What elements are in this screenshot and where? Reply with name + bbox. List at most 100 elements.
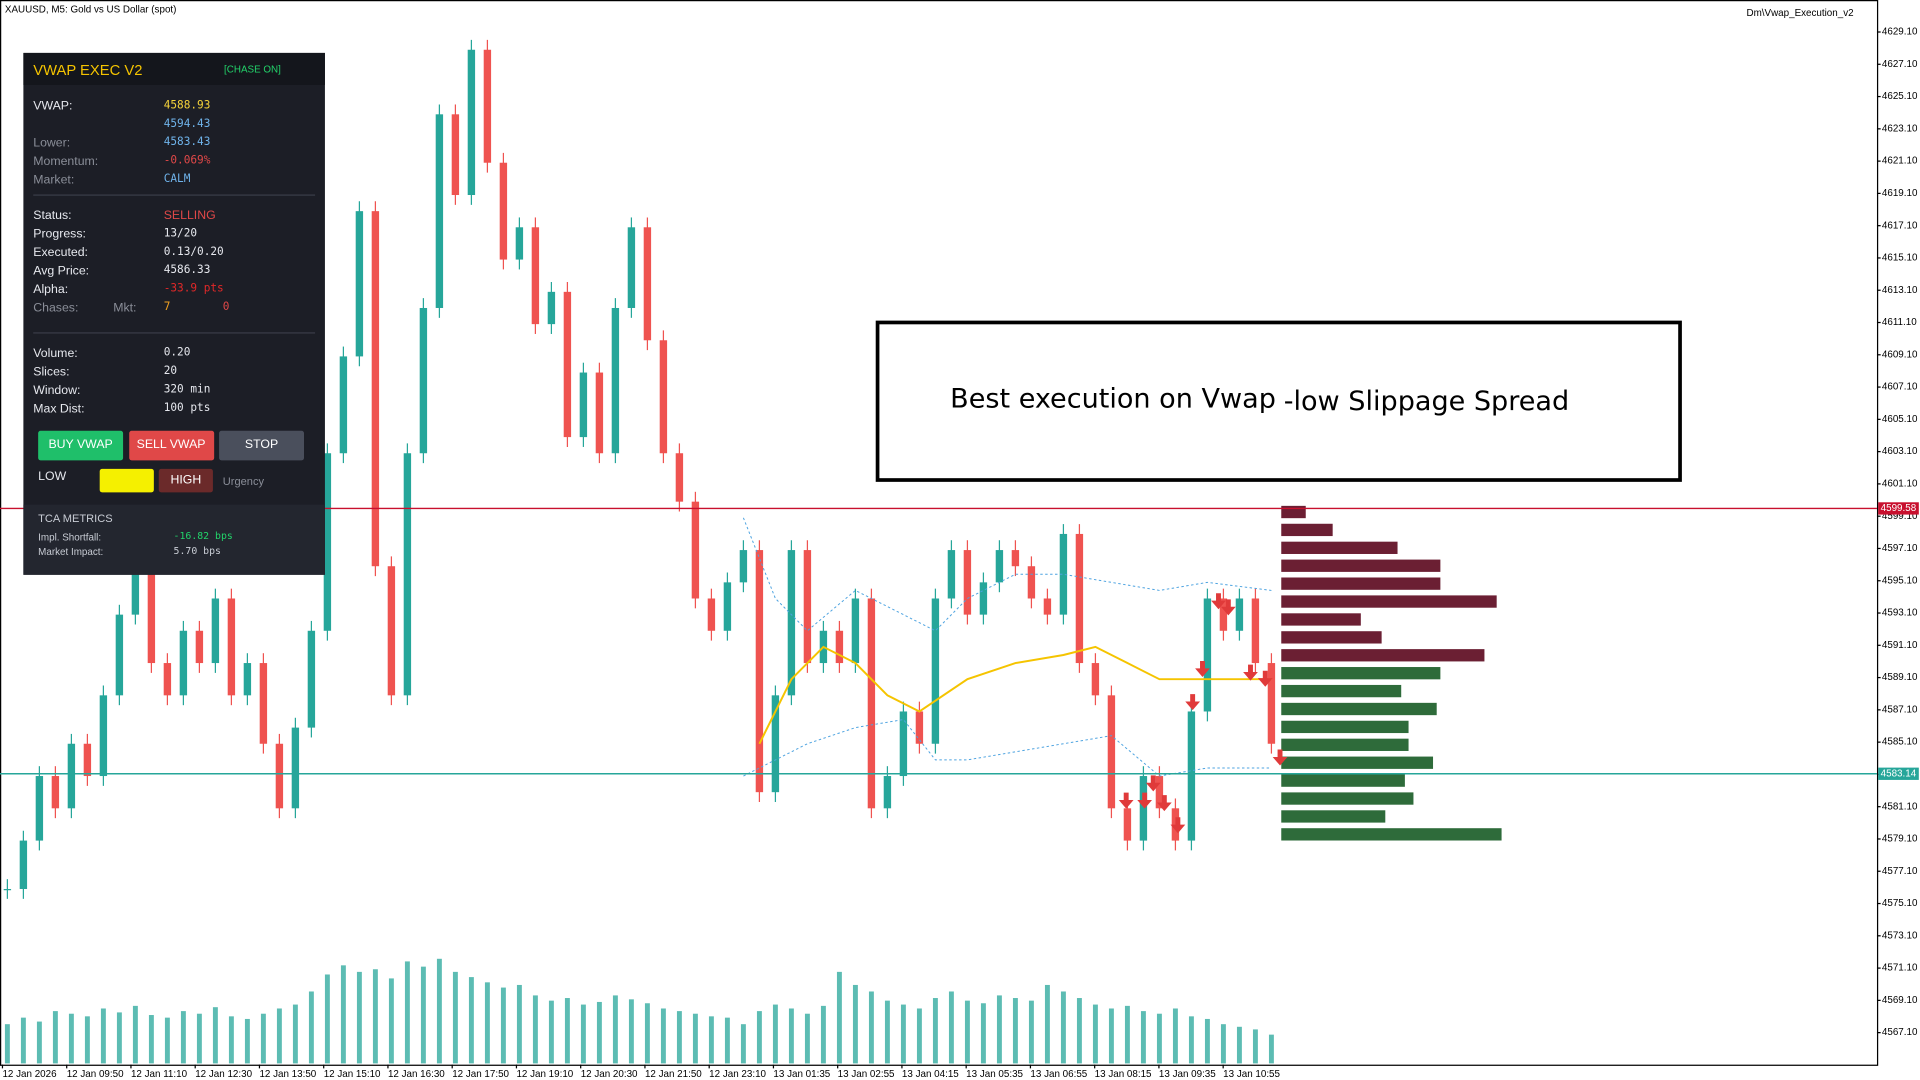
row-value: SELLING (163, 209, 216, 223)
candle (227, 598, 236, 696)
y-tick-label: 4569.10 (1882, 995, 1918, 1006)
volume-bar (372, 969, 378, 1064)
volume-bar (1268, 1034, 1274, 1064)
row-value: 20 (163, 365, 178, 378)
candle (323, 453, 332, 631)
candle (979, 582, 988, 615)
volume-bar (692, 1013, 698, 1064)
row-value: 100 pts (163, 402, 211, 415)
candle (275, 743, 284, 809)
volume-bar (452, 971, 458, 1064)
y-tick-label: 4581.10 (1882, 801, 1918, 812)
volume-bar (1140, 1011, 1146, 1064)
volume-bar (1252, 1029, 1258, 1064)
volume-bar (900, 1004, 906, 1064)
separator (33, 194, 316, 196)
volume-bar (100, 1008, 106, 1064)
x-tick-label: 13 Jan 05:35 (966, 1069, 1023, 1079)
volume-bar (1236, 1026, 1242, 1064)
volume-bar (164, 1017, 170, 1064)
volume-bar (660, 1008, 666, 1064)
x-tick-label: 13 Jan 06:55 (1030, 1069, 1087, 1079)
volume-bar (1028, 1000, 1034, 1064)
action-button[interactable]: BUY VWAP (38, 430, 124, 461)
volume-bar (1060, 991, 1066, 1064)
profile-bar (1281, 595, 1497, 608)
candle (515, 227, 524, 260)
candle (1043, 598, 1052, 615)
candle (163, 663, 172, 696)
candle (1139, 776, 1148, 841)
candle (563, 291, 572, 438)
profile-bar (1281, 774, 1405, 787)
volume-bar (1172, 1008, 1178, 1064)
volume-bar (196, 1013, 202, 1064)
sell-arrow (1156, 795, 1172, 812)
volume-bar (916, 1008, 922, 1064)
volume-bar (356, 971, 362, 1064)
candle (691, 501, 700, 599)
action-button[interactable]: SELL VWAP (128, 430, 214, 461)
profile-bar (1281, 738, 1409, 751)
urgency-button[interactable]: HIGH (158, 468, 213, 493)
y-tick-label: 4589.10 (1882, 672, 1918, 683)
volume-bar (244, 1018, 250, 1064)
line-lower (743, 719, 1272, 777)
y-tick-label: 4607.10 (1882, 382, 1918, 393)
volume-bar (596, 1001, 602, 1064)
volume-bar (1076, 998, 1082, 1064)
volume-bar (948, 991, 954, 1064)
x-tick-label: 12 Jan 13:50 (259, 1069, 316, 1079)
candle (803, 550, 812, 664)
row-label: Max Dist: (33, 402, 85, 417)
price-label-bg (1878, 502, 1919, 515)
volume-bar (628, 999, 634, 1064)
volume-bar (116, 1012, 122, 1064)
volume-bar (884, 1000, 890, 1064)
row-value: 4588.93 (163, 99, 211, 113)
row-value: -0.069% (163, 155, 211, 168)
sell-arrow (1243, 664, 1258, 681)
line-upper (742, 517, 1272, 632)
row-label: Executed: (33, 246, 88, 260)
candle (435, 114, 444, 308)
price-label: 4583.14 (1881, 768, 1917, 779)
y-tick-label: 4593.10 (1882, 608, 1918, 619)
volume-bar (980, 1003, 986, 1064)
action-button[interactable]: STOP (219, 430, 305, 461)
volume-bar (580, 1004, 586, 1064)
profile-bar (1281, 720, 1409, 734)
candle (51, 776, 60, 809)
candle (1155, 776, 1164, 809)
candle (915, 711, 924, 744)
candle (1203, 598, 1212, 712)
urgency-button[interactable]: MED (99, 468, 154, 493)
x-tick-label: 12 Jan 17:50 (452, 1069, 509, 1079)
candle (659, 340, 668, 454)
candle (387, 566, 396, 696)
volume-bar (292, 1004, 298, 1064)
candle (67, 743, 76, 809)
profile-bar (1281, 577, 1441, 590)
candle (339, 356, 348, 454)
candle (1219, 598, 1228, 631)
volume-bar (276, 1008, 282, 1064)
row-label: Volume: (33, 347, 78, 361)
row-label: Momentum: (33, 155, 99, 169)
x-tick-label: 13 Jan 10:55 (1223, 1069, 1280, 1079)
y-tick-label: 4619.10 (1882, 188, 1918, 199)
candle (739, 550, 748, 583)
candle (867, 598, 876, 809)
candle (899, 711, 908, 777)
tca-title: TCA METRICS (38, 512, 113, 525)
vwap-panel: VWAP EXEC V2 [CHASE ON] VWAP: 4588.93 4594.4… (23, 52, 325, 575)
volume-bar (484, 982, 490, 1064)
row-sublabel: Mkt: (113, 301, 137, 316)
candle (931, 598, 940, 744)
profile-bar (1281, 756, 1434, 769)
sell-arrow (1220, 599, 1236, 616)
volume-bar (1108, 1008, 1114, 1064)
volume-bar (516, 984, 522, 1064)
